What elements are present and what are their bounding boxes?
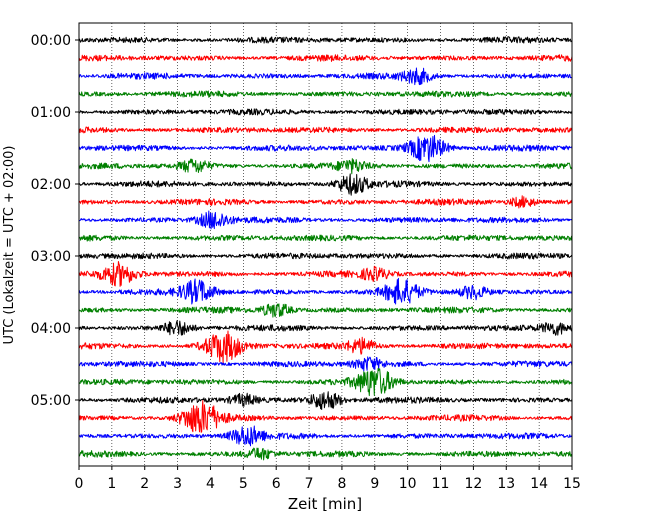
trace-line-15 xyxy=(78,303,573,318)
y-tick-label: 01:00 xyxy=(31,105,71,121)
x-gridlines xyxy=(111,23,540,466)
trace-line-3 xyxy=(78,90,573,98)
trace-line-13 xyxy=(78,261,573,287)
trace-line-12 xyxy=(78,252,573,260)
x-tick-label: 3 xyxy=(173,476,182,492)
x-tick-label: 5 xyxy=(239,476,248,492)
y-axis-label: UTC (Lokalzeit = UTC + 02:00) xyxy=(2,146,17,345)
x-tick-label: 6 xyxy=(272,476,281,492)
x-tick-label: 7 xyxy=(305,476,314,492)
x-tick-label: 4 xyxy=(206,476,215,492)
x-tick-label: 15 xyxy=(563,476,581,492)
trace-line-23 xyxy=(78,447,573,461)
x-tick-label: 14 xyxy=(530,476,548,492)
trace-line-10 xyxy=(78,210,573,230)
trace-line-17 xyxy=(78,330,573,364)
y-tick-label: 02:00 xyxy=(31,177,71,193)
trace-line-21 xyxy=(78,400,573,433)
x-tick-label: 12 xyxy=(464,476,482,492)
x-tick-label: 10 xyxy=(399,476,417,492)
trace-line-0 xyxy=(78,36,573,44)
trace-line-4 xyxy=(78,108,573,116)
x-axis-label: Zeit [min] xyxy=(288,495,362,513)
x-tick-label: 13 xyxy=(497,476,515,492)
trace-line-6 xyxy=(78,134,573,163)
x-tick-label: 11 xyxy=(432,476,450,492)
trace-line-2 xyxy=(78,67,573,86)
trace-line-8 xyxy=(78,173,573,196)
y-tick-label: 05:00 xyxy=(31,393,71,409)
trace-line-22 xyxy=(78,425,573,447)
x-tick-label: 1 xyxy=(107,476,116,492)
traces xyxy=(78,36,573,461)
x-tick-label: 2 xyxy=(140,476,149,492)
y-tick-label: 03:00 xyxy=(31,249,71,265)
y-tick-label: 04:00 xyxy=(31,321,71,337)
trace-line-16 xyxy=(78,320,573,336)
trace-line-7 xyxy=(78,158,573,175)
x-ticks: 0 1 2 3 4 5 6 7 8 9 10 11 12 13 14 15 xyxy=(75,466,581,492)
trace-line-18 xyxy=(78,356,573,372)
plot-frame xyxy=(78,22,573,467)
trace-line-9 xyxy=(78,195,573,209)
trace-line-14 xyxy=(78,277,573,305)
trace-line-11 xyxy=(78,234,573,242)
x-tick-label: 9 xyxy=(370,476,379,492)
trace-line-19 xyxy=(78,367,573,397)
x-tick-label: 8 xyxy=(337,476,346,492)
y-ticks: 00:00 01:00 02:00 03:00 04:00 05:00 xyxy=(31,33,79,409)
y-tick-label: 00:00 xyxy=(31,33,71,49)
trace-line-5 xyxy=(78,126,573,134)
trace-line-1 xyxy=(78,54,573,62)
x-tick-label: 0 xyxy=(75,476,84,492)
trace-line-20 xyxy=(78,391,573,410)
